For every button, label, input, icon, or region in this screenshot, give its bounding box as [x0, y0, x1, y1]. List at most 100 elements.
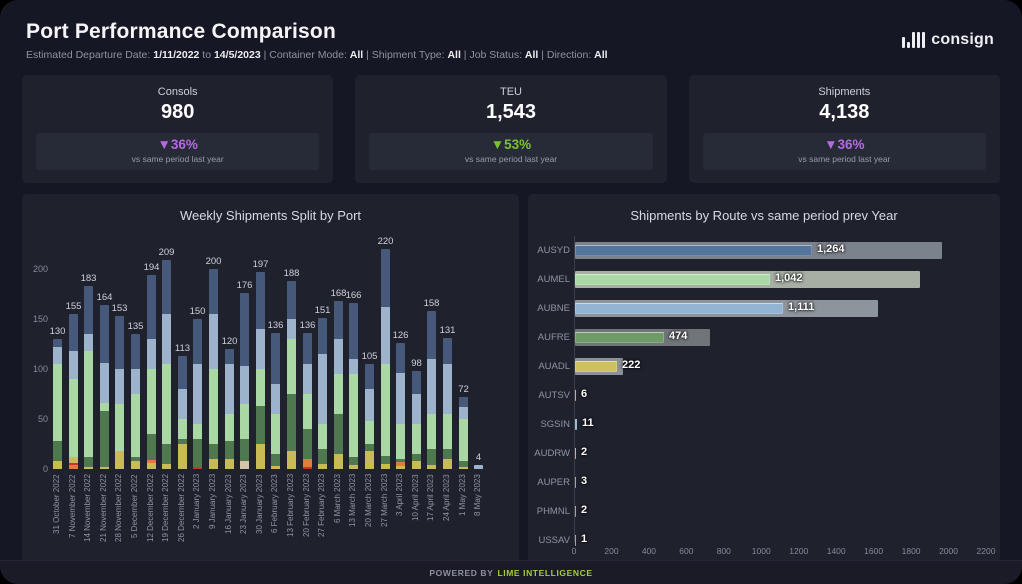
bar-segment-ltgreen[interactable]: [318, 424, 327, 449]
bar-segment-orange[interactable]: [396, 462, 405, 466]
bar-segment-orange[interactable]: [147, 460, 156, 463]
bar-segment-navy[interactable]: [53, 339, 62, 347]
bar-segment-ltblue[interactable]: [271, 384, 280, 414]
bar-segment-yellow[interactable]: [381, 464, 390, 469]
bar-segment-ltblue[interactable]: [303, 364, 312, 394]
stacked-bar[interactable]: [318, 318, 327, 469]
stacked-bar[interactable]: [193, 319, 202, 469]
bar-segment-ltblue[interactable]: [115, 369, 124, 404]
bar-segment-navy[interactable]: [193, 319, 202, 364]
bar-segment-yellow[interactable]: [178, 444, 187, 469]
stacked-bar[interactable]: [459, 397, 468, 469]
bar-segment-ltblue[interactable]: [131, 369, 140, 394]
bar-segment-ltblue[interactable]: [287, 319, 296, 339]
bar-segment-navy[interactable]: [459, 397, 468, 407]
bar-segment-ltblue[interactable]: [459, 407, 468, 419]
bar-segment-ltgreen[interactable]: [178, 419, 187, 439]
bar-segment-navy[interactable]: [271, 333, 280, 384]
bar-segment-ltgreen[interactable]: [334, 374, 343, 414]
bar-segment-dkgreen[interactable]: [178, 439, 187, 444]
bar-segment-navy[interactable]: [84, 286, 93, 334]
bar-segment-navy[interactable]: [240, 293, 249, 366]
bar-segment-dkgreen[interactable]: [100, 411, 109, 467]
bar-segment-ltgreen[interactable]: [100, 403, 109, 411]
bar-segment-dkgreen[interactable]: [349, 457, 358, 465]
stacked-bar[interactable]: [271, 333, 280, 469]
bar-segment-dkgreen[interactable]: [271, 454, 280, 466]
bar-segment-yellow[interactable]: [115, 451, 124, 469]
stacked-bar[interactable]: [443, 338, 452, 469]
bar-segment-ltgreen[interactable]: [131, 394, 140, 457]
bar-segment-navy[interactable]: [381, 249, 390, 307]
bar-segment-ltblue[interactable]: [256, 329, 265, 369]
kpi-card-consols[interactable]: Consols 980 ▼36% vs same period last yea…: [22, 75, 334, 183]
bar-segment-yellow[interactable]: [334, 454, 343, 469]
bar-segment-yellow[interactable]: [256, 444, 265, 469]
current-year-bar[interactable]: [575, 303, 783, 314]
current-year-bar[interactable]: [575, 274, 770, 285]
bar-segment-ltgreen[interactable]: [459, 419, 468, 461]
current-year-bar[interactable]: [575, 361, 617, 372]
stacked-bar[interactable]: [412, 371, 421, 469]
bar-segment-yellow[interactable]: [225, 459, 234, 469]
brand-link[interactable]: LIME INTELLIGENCE: [497, 567, 593, 578]
bar-segment-ltgreen[interactable]: [193, 424, 202, 439]
bar-segment-dkgreen[interactable]: [287, 394, 296, 451]
bar-segment-dkgreen[interactable]: [443, 449, 452, 459]
bar-segment-navy[interactable]: [162, 260, 171, 314]
stacked-bar[interactable]: [256, 272, 265, 469]
bar-segment-dkgreen[interactable]: [256, 406, 265, 444]
bar-segment-yellow[interactable]: [365, 451, 374, 469]
bar-segment-ltblue[interactable]: [100, 363, 109, 403]
current-year-bar[interactable]: [575, 506, 576, 517]
bar-segment-ltgreen[interactable]: [84, 351, 93, 457]
bar-segment-ltblue[interactable]: [427, 359, 436, 414]
bar-segment-ltblue[interactable]: [396, 373, 405, 424]
bar-segment-ltgreen[interactable]: [396, 424, 405, 459]
bar-segment-ltgreen[interactable]: [427, 414, 436, 449]
bar-segment-dkgreen[interactable]: [334, 414, 343, 454]
stacked-bar[interactable]: [84, 286, 93, 469]
bar-segment-ltgreen[interactable]: [69, 379, 78, 457]
bar-segment-ltgreen[interactable]: [303, 394, 312, 429]
bar-segment-navy[interactable]: [115, 316, 124, 369]
kpi-card-shipments[interactable]: Shipments 4,138 ▼36% vs same period last…: [688, 75, 1000, 183]
bar-segment-navy[interactable]: [443, 338, 452, 364]
bar-segment-dkgreen[interactable]: [381, 456, 390, 464]
stacked-bar[interactable]: [427, 311, 436, 469]
bar-segment-yellow[interactable]: [162, 464, 171, 469]
bar-segment-yellow[interactable]: [84, 467, 93, 469]
stacked-bar[interactable]: [53, 339, 62, 469]
bar-segment-dkgreen[interactable]: [318, 449, 327, 464]
bar-segment-dkgreen[interactable]: [303, 429, 312, 459]
bar-segment-yellow[interactable]: [53, 461, 62, 469]
bar-segment-navy[interactable]: [147, 275, 156, 339]
bar-segment-navy[interactable]: [303, 333, 312, 364]
bar-segment-navy[interactable]: [256, 272, 265, 329]
bar-segment-navy[interactable]: [100, 305, 109, 363]
stacked-bar[interactable]: [396, 343, 405, 469]
current-year-bar[interactable]: [575, 419, 577, 430]
bar-segment-yellow[interactable]: [69, 457, 78, 463]
bar-segment-dkgreen[interactable]: [365, 444, 374, 451]
bar-segment-ltgreen[interactable]: [256, 369, 265, 406]
bar-segment-ltgreen[interactable]: [412, 424, 421, 454]
bar-segment-ltgreen[interactable]: [365, 421, 374, 444]
bar-segment-yellow[interactable]: [318, 464, 327, 469]
bar-segment-ltblue[interactable]: [84, 334, 93, 351]
bar-segment-navy[interactable]: [209, 269, 218, 314]
bar-segment-navy[interactable]: [178, 356, 187, 389]
bar-segment-red[interactable]: [303, 467, 312, 469]
bar-segment-navy[interactable]: [365, 364, 374, 389]
bar-segment-orange[interactable]: [303, 459, 312, 467]
stacked-bar[interactable]: [115, 316, 124, 469]
stacked-bar[interactable]: [349, 303, 358, 469]
bar-segment-dkgreen[interactable]: [427, 449, 436, 465]
bar-segment-ltgreen[interactable]: [162, 364, 171, 444]
bar-segment-ltgreen[interactable]: [271, 414, 280, 454]
stacked-bar[interactable]: [69, 314, 78, 469]
bar-segment-navy[interactable]: [427, 311, 436, 359]
kpi-card-teu[interactable]: TEU 1,543 ▼53% vs same period last year: [355, 75, 667, 183]
bar-segment-dkgreen[interactable]: [225, 441, 234, 459]
bar-segment-yellow[interactable]: [349, 465, 358, 469]
